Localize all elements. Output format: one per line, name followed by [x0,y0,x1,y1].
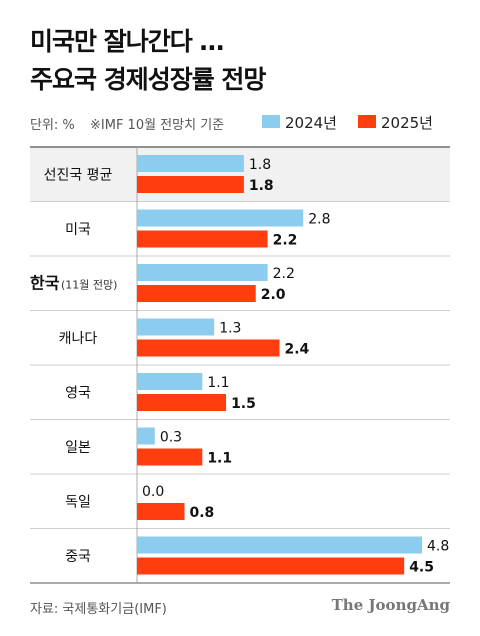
data-label-2025: 1.1 [207,451,232,467]
source-label: 자료: 국제통화기금(IMF) [30,602,167,617]
bar-2025 [137,503,185,520]
category-label: 일본 [65,440,91,456]
data-label-2025: 4.5 [409,560,434,576]
data-label-2024: 2.2 [273,266,295,282]
data-label-2025: 2.2 [273,233,298,249]
source-note: ※IMF 10월 전망치 기준 [90,118,225,133]
data-label-2024: 1.1 [207,375,229,391]
category-note: (11월 전망) [61,278,117,291]
unit-label: 단위: % [30,118,75,133]
bar-2025 [137,176,244,193]
data-label-2024: 0.3 [160,430,182,446]
legend-swatch-2024 [262,115,280,128]
category-label: 미국 [65,222,91,238]
category-label: 중국 [65,549,91,565]
legend-label-2025: 2025년 [381,114,433,132]
category-label: 선진국 평균 [44,167,113,183]
data-label-2025: 0.8 [190,505,215,521]
data-label-2024: 1.8 [249,157,271,173]
bar-2024 [137,427,155,445]
bar-2024 [137,318,215,336]
bar-2025 [137,557,405,575]
category-label: 한국 [30,273,60,292]
bar-2024 [137,209,304,227]
bar-2025 [137,230,268,248]
category-label: 독일 [65,494,91,510]
category-label: 영국 [65,385,91,401]
data-label-2025: 1.8 [249,178,274,194]
data-label-2025: 2.0 [261,287,286,303]
bar-2025 [137,394,227,411]
data-label-2024: 0.0 [142,484,164,500]
data-label-2024: 4.8 [427,539,449,555]
chart-title-line2: 주요국 경제성장률 전망 [30,65,266,94]
data-label-2024: 1.3 [219,321,241,337]
bar-2025 [137,448,203,466]
bar-2024 [137,536,422,554]
brand-logo: The JoongAng [331,596,450,614]
data-label-2024: 2.8 [308,212,330,228]
data-label-2025: 2.4 [285,342,310,358]
legend-swatch-2025 [358,115,376,128]
data-label-2025: 1.5 [231,396,256,412]
category-label: 캐나다 [59,331,98,347]
bar-2025 [137,339,280,357]
bar-2025 [137,285,256,302]
chart-title-line1: 미국만 잘나간다 … [30,27,224,56]
bar-2024 [137,373,203,390]
bar-2024 [137,155,244,172]
legend-label-2024: 2024년 [285,114,337,132]
bar-2024 [137,264,268,281]
